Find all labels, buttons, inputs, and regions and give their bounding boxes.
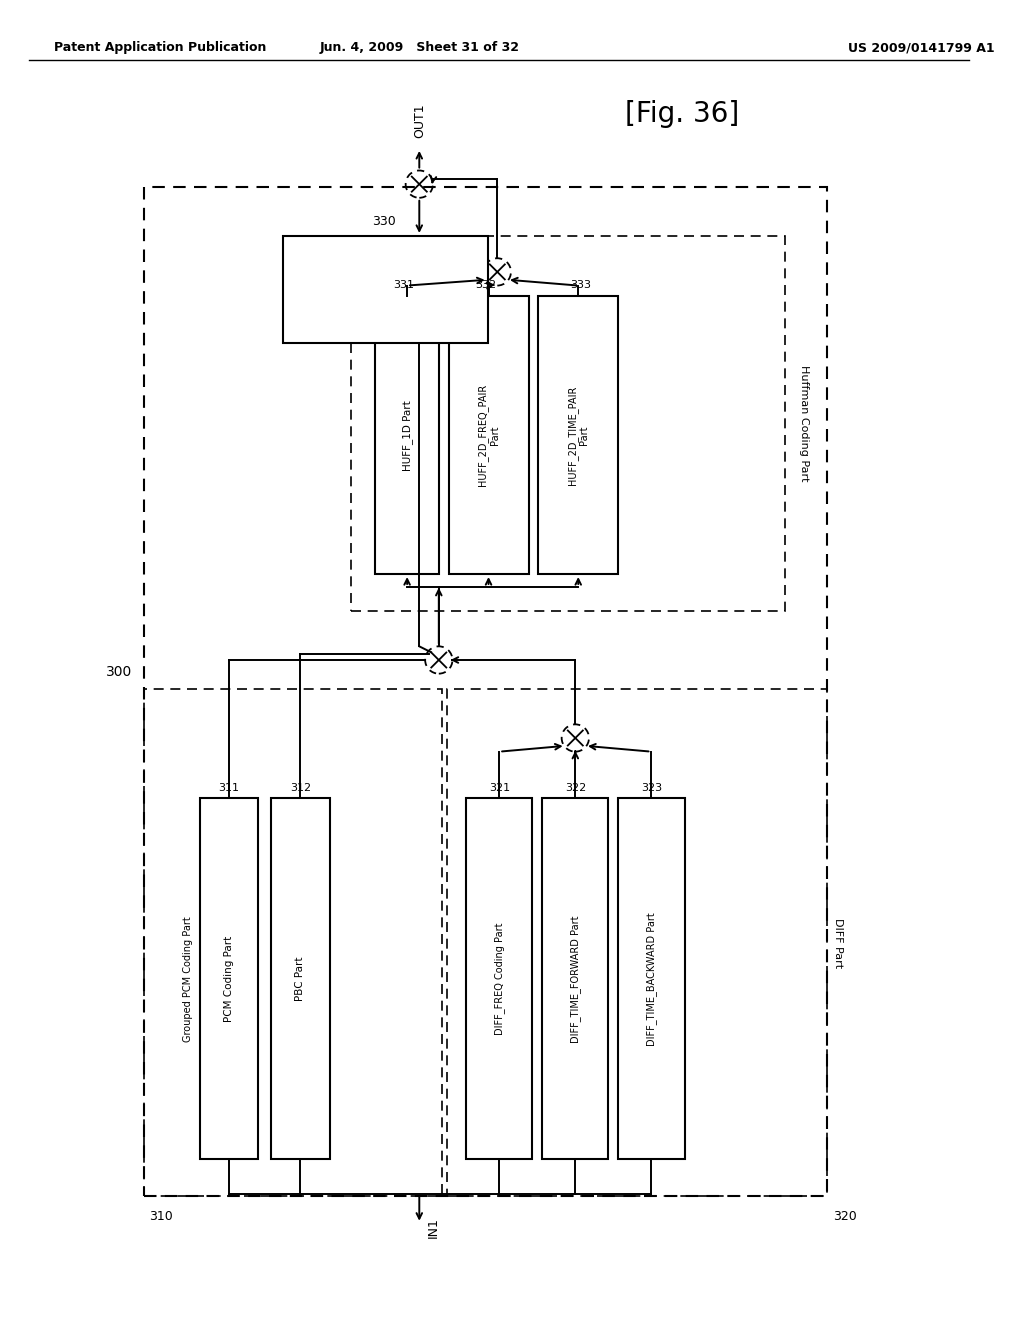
Bar: [542, 799, 608, 1159]
Bar: [144, 187, 827, 1196]
Text: 310: 310: [150, 1210, 173, 1222]
Text: 311: 311: [219, 783, 240, 792]
Text: IN1: IN1: [427, 1217, 440, 1238]
Text: Grouped PCM Coding Part: Grouped PCM Coding Part: [183, 916, 194, 1041]
Text: 320: 320: [833, 1210, 856, 1222]
Bar: [271, 799, 330, 1159]
Text: Jun. 4, 2009   Sheet 31 of 32: Jun. 4, 2009 Sheet 31 of 32: [319, 41, 519, 54]
Text: 332: 332: [475, 280, 497, 290]
Bar: [539, 296, 618, 574]
Bar: [449, 296, 528, 574]
Text: HUFF_2D_TIME_PAIR
Part: HUFF_2D_TIME_PAIR Part: [567, 385, 590, 484]
Text: 333: 333: [570, 280, 592, 290]
Text: US 2009/0141799 A1: US 2009/0141799 A1: [848, 41, 995, 54]
Text: 321: 321: [488, 783, 510, 792]
Text: 300: 300: [106, 664, 133, 678]
Text: HUFF_2D_FREQ_PAIR
Part: HUFF_2D_FREQ_PAIR Part: [477, 384, 500, 486]
Text: HUFF_1D Part: HUFF_1D Part: [401, 400, 413, 471]
Text: DIFF_TIME_BACKWARD Part: DIFF_TIME_BACKWARD Part: [646, 912, 656, 1045]
Bar: [466, 799, 532, 1159]
Text: OUT1: OUT1: [413, 104, 426, 139]
Text: 330: 330: [373, 215, 396, 228]
Bar: [200, 799, 258, 1159]
Text: 331: 331: [393, 280, 415, 290]
Text: PBC Part: PBC Part: [295, 957, 305, 1001]
Text: 323: 323: [641, 783, 662, 792]
Bar: [144, 689, 441, 1196]
Bar: [446, 689, 827, 1196]
Bar: [283, 236, 487, 343]
Text: [Fig. 36]: [Fig. 36]: [626, 100, 739, 128]
Text: DIFF_FREQ Coding Part: DIFF_FREQ Coding Part: [494, 923, 505, 1035]
Bar: [376, 296, 439, 574]
Text: Huffman Coding Part: Huffman Coding Part: [799, 366, 809, 482]
Text: 322: 322: [564, 783, 586, 792]
Text: PCM Coding Part: PCM Coding Part: [224, 936, 234, 1022]
Bar: [351, 236, 785, 611]
Text: DIFF Part: DIFF Part: [833, 917, 843, 968]
Text: 312: 312: [290, 783, 311, 792]
Bar: [618, 799, 684, 1159]
Text: DIFF_TIME_FORWARD Part: DIFF_TIME_FORWARD Part: [570, 915, 581, 1043]
Text: Patent Application Publication: Patent Application Publication: [53, 41, 266, 54]
